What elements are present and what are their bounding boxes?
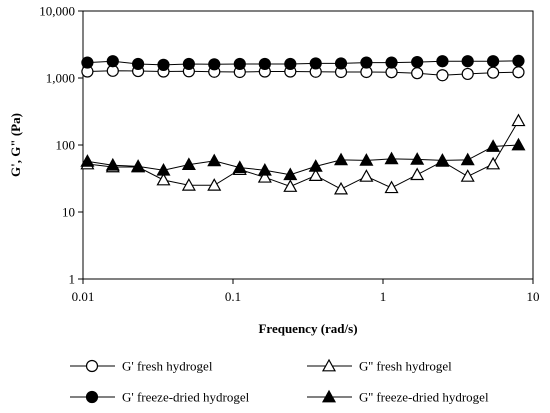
data-point xyxy=(105,157,120,171)
data-point xyxy=(359,169,374,182)
data-point xyxy=(81,56,94,69)
legend-label: G' freeze-dried hydrogel xyxy=(122,390,250,405)
y-tick-label: 1 xyxy=(69,272,76,287)
legend-item: G'' freeze-dried hydrogel xyxy=(307,390,489,405)
x-axis-title: Frequency (rad/s) xyxy=(258,321,357,336)
data-point xyxy=(461,67,474,81)
data-point xyxy=(309,57,322,70)
data-point xyxy=(156,163,171,176)
data-point xyxy=(512,54,525,67)
data-point xyxy=(411,67,424,80)
x-tick-label: 10 xyxy=(527,289,540,304)
data-point xyxy=(182,57,195,71)
data-point xyxy=(284,57,297,71)
data-point xyxy=(283,167,298,181)
y-tick-label: 10,000 xyxy=(39,4,75,19)
data-point xyxy=(131,159,146,172)
legend-marker xyxy=(85,359,99,373)
y-tick-label: 10 xyxy=(62,205,75,220)
data-point xyxy=(385,56,398,69)
plot-frame xyxy=(82,10,534,280)
data-point xyxy=(156,172,171,186)
data-point xyxy=(486,156,501,170)
data-point xyxy=(512,66,525,79)
data-point xyxy=(486,66,500,79)
data-point xyxy=(181,157,196,170)
legend-marker xyxy=(85,390,99,404)
data-point xyxy=(461,55,474,68)
tick-labels: 0.01 0.1 1 10 1 10 100 1,000 10,000 xyxy=(39,4,539,305)
legend-label: G'' freeze-dried hydrogel xyxy=(359,390,489,405)
x-tick-label: 0.01 xyxy=(72,289,95,304)
y-tick-label: 1,000 xyxy=(46,71,75,86)
legend-item: G' fresh hydrogel xyxy=(70,359,213,374)
data-point xyxy=(410,152,425,165)
data-point xyxy=(460,169,475,182)
data-point xyxy=(436,69,449,82)
data-point xyxy=(181,178,196,191)
data-point xyxy=(157,58,170,71)
data-point xyxy=(308,159,323,172)
series-line xyxy=(87,70,519,76)
data-point xyxy=(411,55,424,69)
data-point xyxy=(436,55,449,68)
series-1 xyxy=(80,113,526,195)
data-point xyxy=(232,160,247,173)
legend-marker xyxy=(321,389,337,403)
data-point xyxy=(308,168,323,181)
series-line xyxy=(87,120,519,190)
data-point xyxy=(207,178,222,191)
data-point xyxy=(257,170,272,183)
data-point xyxy=(486,55,500,68)
data-point xyxy=(511,137,526,151)
data-point xyxy=(384,180,399,194)
x-tick-label: 0.1 xyxy=(225,289,241,304)
data-point xyxy=(258,57,271,71)
legend-item: G' freeze-dried hydrogel xyxy=(70,390,250,405)
data-point xyxy=(384,151,399,165)
data-point xyxy=(257,163,272,176)
legend-label: G'' fresh hydrogel xyxy=(359,359,452,374)
plot-axes xyxy=(78,10,534,284)
legend-item: G'' fresh hydrogel xyxy=(307,359,452,374)
legend-label: G' fresh hydrogel xyxy=(122,359,213,374)
series-layer xyxy=(80,54,526,195)
data-point xyxy=(334,152,349,166)
data-point xyxy=(106,55,119,68)
data-point xyxy=(80,154,95,167)
data-point xyxy=(360,56,373,69)
data-point xyxy=(334,181,349,195)
data-point xyxy=(435,153,450,166)
data-point xyxy=(283,179,298,192)
data-point xyxy=(460,152,475,166)
series-0 xyxy=(81,64,525,82)
data-point xyxy=(511,113,526,127)
series-line xyxy=(87,60,519,66)
x-tick-label: 1 xyxy=(380,289,387,304)
data-point xyxy=(410,167,425,181)
data-point xyxy=(208,58,221,71)
series-line xyxy=(87,144,519,176)
data-point xyxy=(359,153,374,166)
data-point xyxy=(132,57,145,71)
data-point xyxy=(233,57,246,71)
data-point xyxy=(486,139,501,152)
series-2 xyxy=(81,54,525,71)
y-axis-title: G', G" (Pa) xyxy=(8,113,23,177)
data-point xyxy=(334,57,348,70)
legend: G' fresh hydrogel G'' fresh hydrogel G' fr… xyxy=(70,359,489,405)
data-point xyxy=(207,153,222,167)
legend-marker xyxy=(321,358,337,372)
y-tick-label: 100 xyxy=(56,138,76,153)
series-3 xyxy=(80,137,526,181)
